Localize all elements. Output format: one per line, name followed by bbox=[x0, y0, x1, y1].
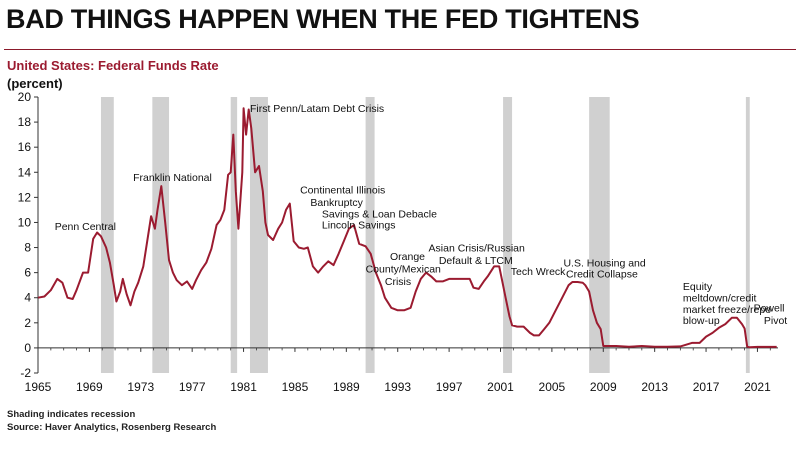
event-annotation: Tech Wreck bbox=[511, 266, 566, 278]
recession-band bbox=[365, 97, 375, 373]
event-annotation: First Penn/Latam Debt Crisis bbox=[250, 103, 384, 115]
event-annotation: Credit Collapse bbox=[566, 269, 638, 281]
recession-band bbox=[100, 97, 114, 373]
y-axis-unit-label: (percent) bbox=[7, 76, 63, 91]
x-tick-label: 2009 bbox=[590, 380, 617, 394]
event-annotation: Savings & Loan Debacle bbox=[322, 208, 437, 220]
recession-note: Shading indicates recession bbox=[7, 409, 136, 420]
fed-funds-rate-line bbox=[37, 107, 777, 349]
event-annotation: Asian Crisis/Russian bbox=[429, 242, 525, 254]
x-tick-label: 2021 bbox=[744, 380, 771, 394]
x-tick-label: 1977 bbox=[179, 380, 206, 394]
event-annotation: Equity bbox=[683, 281, 713, 293]
recession-band bbox=[230, 97, 238, 373]
x-tick-label: 1973 bbox=[127, 380, 154, 394]
y-tick-label: 20 bbox=[18, 90, 32, 104]
event-annotation: Orange bbox=[390, 251, 425, 263]
recession-band bbox=[152, 97, 170, 373]
event-annotation: U.S. Housing and bbox=[563, 257, 645, 269]
y-tick-label: 6 bbox=[24, 266, 31, 280]
event-annotation: blow-up bbox=[683, 315, 720, 327]
y-tick-label: 8 bbox=[24, 241, 31, 255]
y-tick-label: 4 bbox=[24, 291, 31, 305]
event-annotation: meltdown/credit bbox=[683, 292, 757, 304]
x-tick-label: 2013 bbox=[641, 380, 668, 394]
source-note: Source: Haver Analytics, Rosenberg Resea… bbox=[7, 422, 217, 433]
chart-headline: BAD THINGS HAPPEN WHEN THE FED TIGHTENS bbox=[6, 4, 640, 34]
event-annotation: Franklin National bbox=[133, 172, 212, 184]
event-annotation: Default & LTCM bbox=[439, 255, 513, 267]
x-tick-label: 1989 bbox=[333, 380, 360, 394]
y-tick-label: 12 bbox=[18, 190, 32, 204]
x-tick-label: 1997 bbox=[436, 380, 463, 394]
y-tick-label: 16 bbox=[18, 140, 32, 154]
y-tick-label: -2 bbox=[20, 366, 31, 380]
x-tick-label: 2001 bbox=[487, 380, 514, 394]
x-tick-label: 1965 bbox=[25, 380, 52, 394]
event-annotation: Penn Central bbox=[55, 221, 116, 233]
event-annotation: Lincoln Savings bbox=[322, 220, 396, 232]
event-annotation: Continental Illinois bbox=[300, 185, 385, 197]
recession-band bbox=[589, 97, 610, 373]
event-annotation: Pivot bbox=[764, 315, 787, 327]
chart-subtitle: United States: Federal Funds Rate bbox=[7, 58, 219, 73]
x-tick-label: 1969 bbox=[76, 380, 103, 394]
recession-band bbox=[745, 97, 750, 373]
x-tick-label: 2005 bbox=[539, 380, 566, 394]
recession-band bbox=[503, 97, 513, 373]
y-tick-label: 14 bbox=[18, 165, 32, 179]
y-tick-label: 2 bbox=[24, 316, 31, 330]
event-annotation: market freeze/repo bbox=[683, 304, 771, 316]
event-annotation: Bankruptcy bbox=[310, 197, 363, 209]
event-annotation: County/Mexican bbox=[366, 264, 441, 276]
event-annotation: Crisis bbox=[385, 276, 411, 288]
x-tick-label: 1981 bbox=[230, 380, 257, 394]
x-tick-label: 1993 bbox=[384, 380, 411, 394]
x-tick-label: 2017 bbox=[693, 380, 720, 394]
y-tick-label: 10 bbox=[18, 215, 32, 229]
y-tick-label: 18 bbox=[18, 115, 32, 129]
header-rule bbox=[4, 49, 796, 50]
x-tick-label: 1985 bbox=[282, 380, 309, 394]
y-tick-label: 0 bbox=[24, 341, 31, 355]
event-annotation: Powell bbox=[754, 303, 785, 315]
